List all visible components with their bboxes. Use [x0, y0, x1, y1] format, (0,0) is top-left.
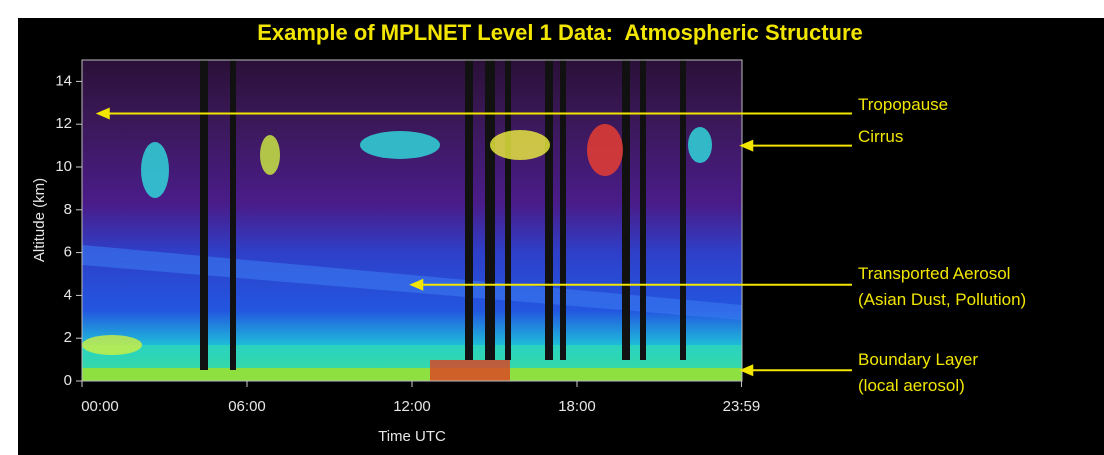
y-tick-label: 6: [64, 244, 72, 261]
annotation-text: Cirrus: [858, 127, 903, 146]
annotation-text: Boundary Layer: [858, 350, 978, 369]
y-tick-label: 14: [55, 72, 72, 89]
x-tick-label: 18:00: [558, 398, 596, 415]
annotation-text: Tropopause: [858, 95, 948, 114]
arrow-head: [739, 364, 754, 377]
y-axis-label: Altitude (km): [31, 178, 48, 262]
y-tick-label: 12: [55, 115, 72, 132]
y-tick-label: 10: [55, 158, 72, 175]
backscatter-image: [82, 60, 742, 381]
annotation-text: (local aerosol): [858, 376, 965, 395]
arrow-head: [409, 278, 424, 291]
y-tick-label: 4: [64, 286, 72, 303]
x-tick-label: 00:00: [81, 398, 119, 415]
annotation-text: Transported Aerosol: [858, 264, 1010, 283]
chart-title: Example of MPLNET Level 1 Data: Atmosphe…: [257, 20, 863, 45]
arrow-head: [95, 107, 110, 120]
annotation-text: (Asian Dust, Pollution): [858, 290, 1026, 309]
x-axis-label: Time UTC: [378, 428, 446, 445]
y-tick-label: 2: [64, 329, 72, 346]
x-tick-label: 23:59: [723, 398, 761, 415]
arrow-head: [739, 139, 754, 152]
y-tick-label: 0: [64, 372, 72, 389]
x-tick-label: 12:00: [393, 398, 431, 415]
x-tick-label: 06:00: [228, 398, 266, 415]
y-tick-label: 8: [64, 201, 72, 218]
